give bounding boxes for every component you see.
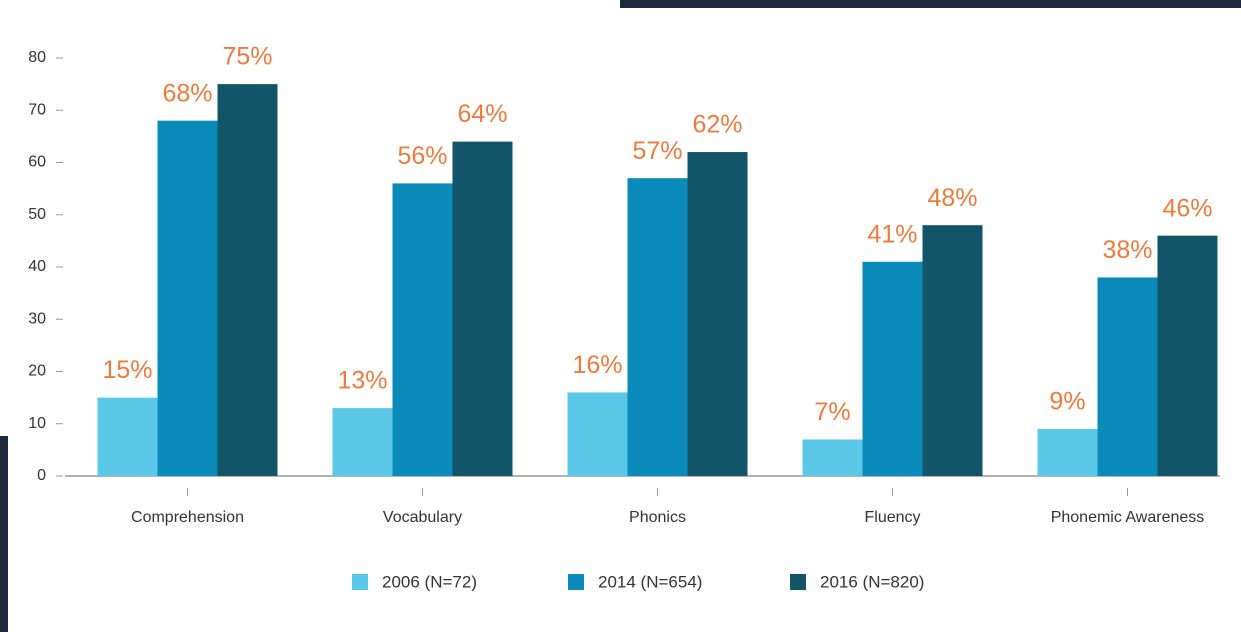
bar (1157, 235, 1218, 476)
legend-swatch (568, 574, 584, 590)
data-label: 16% (572, 351, 622, 379)
bar (332, 408, 393, 476)
legend-swatch (790, 574, 806, 590)
y-tick-label: 40 (28, 258, 46, 275)
data-label: 64% (457, 100, 507, 128)
bar (802, 439, 863, 476)
bar (97, 397, 158, 476)
data-label: 41% (867, 220, 917, 248)
data-label: 13% (337, 367, 387, 395)
bar (157, 120, 218, 476)
data-label: 38% (1102, 236, 1152, 264)
x-tick-label: Vocabulary (383, 509, 462, 526)
bar (627, 178, 688, 477)
bar (922, 225, 983, 476)
data-label: 9% (1049, 388, 1085, 416)
y-tick-label: 0 (37, 467, 46, 484)
bar (217, 84, 278, 476)
legend-swatch (352, 574, 368, 590)
legend-label: 2006 (N=72) (382, 572, 477, 591)
y-tick-label: 20 (28, 363, 46, 380)
x-tick-label: Phonics (629, 509, 686, 526)
y-tick-label: 50 (28, 206, 46, 223)
bar (1097, 277, 1158, 476)
legend-label: 2014 (N=654) (598, 572, 702, 591)
legend-label: 2016 (N=820) (820, 572, 924, 591)
data-label: 62% (692, 111, 742, 139)
bar (862, 261, 923, 476)
y-tick-label: 80 (28, 49, 46, 66)
y-tick-label: 30 (28, 310, 46, 327)
data-label: 48% (927, 184, 977, 212)
x-tick-label: Phonemic Awareness (1051, 509, 1205, 526)
bar (1037, 428, 1098, 476)
data-label: 57% (632, 137, 682, 165)
y-tick-label: 10 (28, 415, 46, 432)
y-tick-label: 70 (28, 101, 46, 118)
data-label: 68% (162, 79, 212, 107)
x-tick-label: Comprehension (131, 509, 244, 526)
bar (392, 183, 453, 476)
data-label: 56% (397, 142, 447, 170)
bar (687, 152, 748, 477)
data-label: 15% (102, 356, 152, 384)
data-label: 46% (1162, 194, 1212, 222)
bar (452, 141, 513, 476)
data-label: 75% (222, 43, 272, 71)
y-tick-label: 60 (28, 154, 46, 171)
bar (567, 392, 628, 476)
data-label: 7% (814, 398, 850, 426)
x-tick-label: Fluency (864, 509, 920, 526)
